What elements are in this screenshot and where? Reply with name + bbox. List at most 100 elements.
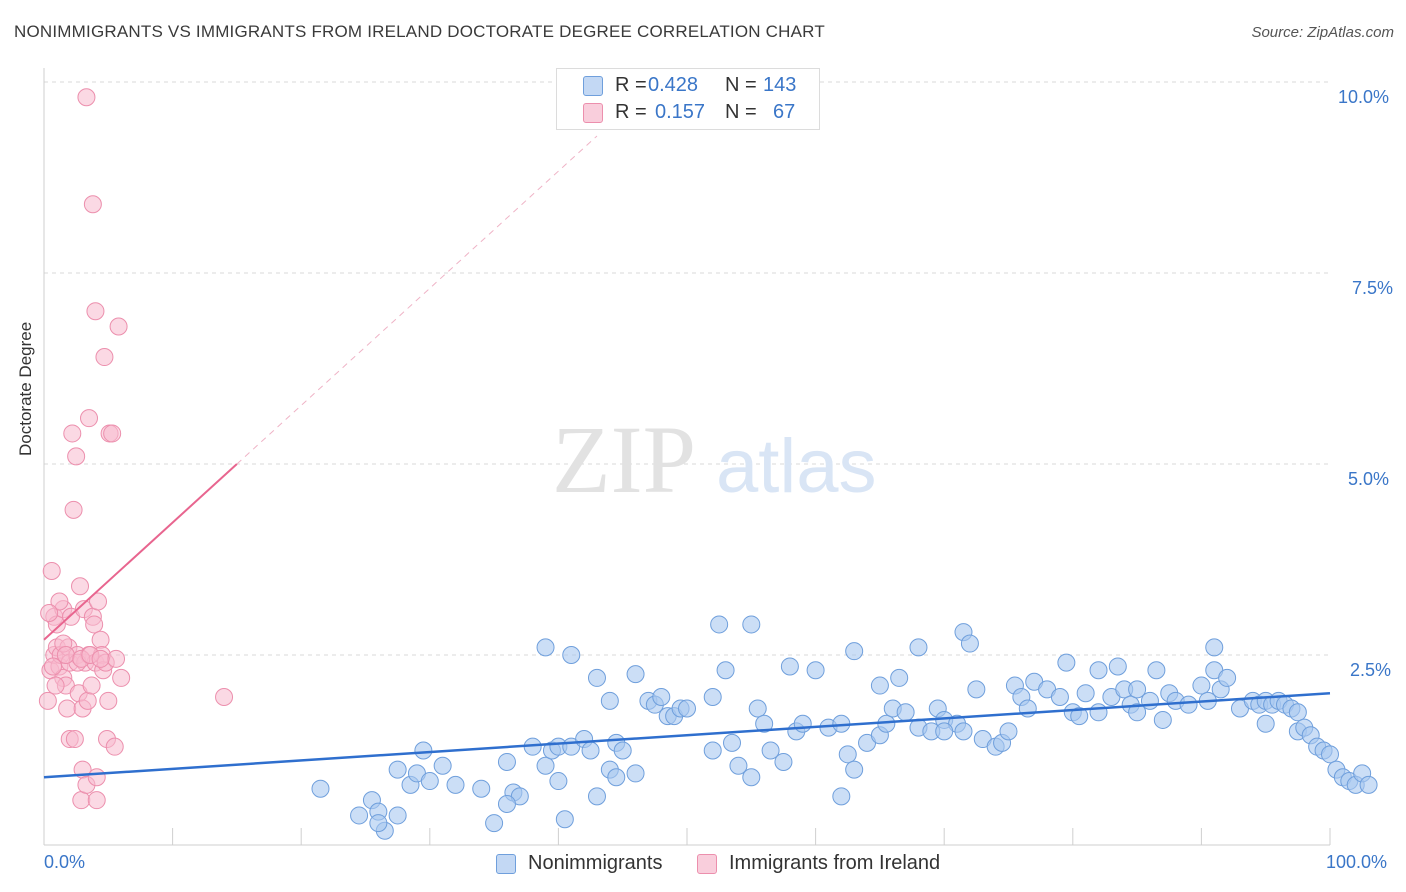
nonimmigrants-point — [935, 722, 954, 741]
nonimmigrants-point — [562, 646, 581, 664]
immigrants-point — [77, 88, 96, 107]
nonimmigrants-point — [838, 745, 857, 764]
nonimmigrants-point — [742, 615, 761, 634]
immigrants-point — [67, 447, 86, 466]
nonimmigrants-point — [536, 756, 555, 775]
nonimmigrants-point — [587, 787, 606, 806]
nonimmigrants-point — [1089, 661, 1108, 680]
nonimmigrants-point — [870, 676, 889, 695]
immigrants-point — [80, 409, 99, 428]
immigrants-point — [44, 657, 63, 676]
watermark: ZIP atlas — [552, 406, 877, 513]
source-credit: Source: ZipAtlas.com — [1251, 24, 1394, 41]
nonimmigrants-point — [1057, 653, 1076, 672]
nonimmigrants-point — [369, 814, 388, 833]
nonimmigrants-point — [311, 779, 330, 798]
nonimmigrants-point — [607, 768, 626, 787]
immigrants-point — [71, 577, 90, 596]
r-label: R = — [615, 101, 647, 123]
legend-swatch-pink — [697, 854, 717, 874]
r-label: R = — [615, 74, 647, 96]
nonimmigrants-point — [587, 668, 606, 687]
immigrants-point — [112, 668, 131, 687]
nonimmigrants-point — [414, 741, 433, 760]
nonimmigrants-point — [446, 775, 465, 794]
immigrants-point — [65, 730, 84, 749]
nonimmigrants-point — [433, 756, 452, 775]
n-label: N = — [725, 74, 757, 96]
nonimmigrants-point — [896, 703, 915, 722]
nonimmigrants-point — [1128, 703, 1147, 722]
trend-lines — [43, 135, 1331, 779]
immigrants-point — [99, 691, 118, 710]
nonimmigrants-point — [1108, 657, 1127, 676]
immigrants-point — [89, 592, 108, 611]
nonimmigrants-point — [967, 680, 986, 699]
nonimmigrants-trend-line — [43, 691, 1331, 779]
x-tick-min: 0.0% — [44, 852, 86, 872]
immigrants-point — [64, 500, 83, 519]
y-tick-2-5: 2.5% — [1350, 660, 1392, 680]
immigrants-point — [91, 630, 110, 649]
nonimmigrants-point — [793, 714, 812, 733]
immigrants-point — [215, 688, 234, 707]
immigrants-point — [95, 348, 114, 367]
nonimmigrants-point — [555, 810, 574, 829]
nonimmigrants-point — [497, 794, 516, 813]
immigrants-trend-line — [43, 463, 238, 641]
axes — [43, 68, 1331, 846]
nonimmigrants-point — [1359, 775, 1378, 794]
nonimmigrants-point — [1179, 695, 1198, 714]
nonimmigrants-point — [723, 733, 742, 752]
nonimmigrants-point — [1218, 668, 1237, 687]
chart-title: NONIMMIGRANTS VS IMMIGRANTS FROM IRELAND… — [14, 22, 825, 41]
nonimmigrants-point — [536, 638, 555, 657]
nonimmigrants-point — [485, 814, 504, 833]
r-value: 0.157 — [655, 101, 706, 123]
nonimmigrants-point — [600, 691, 619, 710]
nonimmigrants-point — [581, 741, 600, 760]
y-tick-7-5: 7.5% — [1352, 278, 1394, 298]
immigrants-trend-extension — [236, 135, 598, 465]
immigrants-point — [38, 691, 57, 710]
nonimmigrants-point — [1192, 676, 1211, 695]
immigrants-point — [50, 592, 69, 611]
immigrants-point — [46, 676, 65, 695]
nonimmigrants-point — [1153, 710, 1172, 729]
nonimmigrants-point — [761, 741, 780, 760]
nonimmigrants-point — [954, 722, 973, 741]
nonimmigrants-point — [1089, 703, 1108, 722]
nonimmigrants-point — [1288, 703, 1307, 722]
legend-swatch-blue — [583, 76, 603, 96]
watermark-zip: ZIP — [552, 406, 696, 513]
immigrants-point — [40, 603, 59, 622]
nonimmigrants-point — [774, 752, 793, 771]
nonimmigrants-point — [703, 741, 722, 760]
nonimmigrants-point — [350, 806, 369, 825]
x-tick-max: 100.0% — [1326, 852, 1388, 872]
nonimmigrants-point — [780, 657, 799, 676]
nonimmigrants-point — [1050, 688, 1069, 707]
y-tick-10: 10.0% — [1338, 87, 1390, 107]
immigrants-series — [38, 88, 234, 810]
nonimmigrants-point — [703, 688, 722, 707]
nonimmigrants-point — [716, 661, 735, 680]
nonimmigrants-point — [890, 668, 909, 687]
immigrants-point — [85, 615, 104, 634]
nonimmigrants-point — [806, 661, 825, 680]
nonimmigrants-point — [1076, 684, 1095, 703]
nonimmigrants-point — [1321, 745, 1339, 764]
nonimmigrants-point — [1256, 714, 1275, 733]
nonimmigrants-point — [626, 764, 645, 783]
nonimmigrants-point — [388, 760, 407, 779]
nonimmigrants-point — [1147, 661, 1166, 680]
immigrants-point — [91, 649, 110, 668]
immigrants-point — [86, 302, 105, 321]
immigrants-point — [105, 737, 124, 756]
watermark-atlas: atlas — [716, 424, 877, 509]
stats-legend: R = 0.428 N = 143 R = 0.157 N = 67 — [556, 68, 820, 130]
immigrants-point — [107, 649, 126, 668]
r-value: 0.428 — [648, 74, 699, 96]
nonimmigrants-point — [999, 722, 1018, 741]
